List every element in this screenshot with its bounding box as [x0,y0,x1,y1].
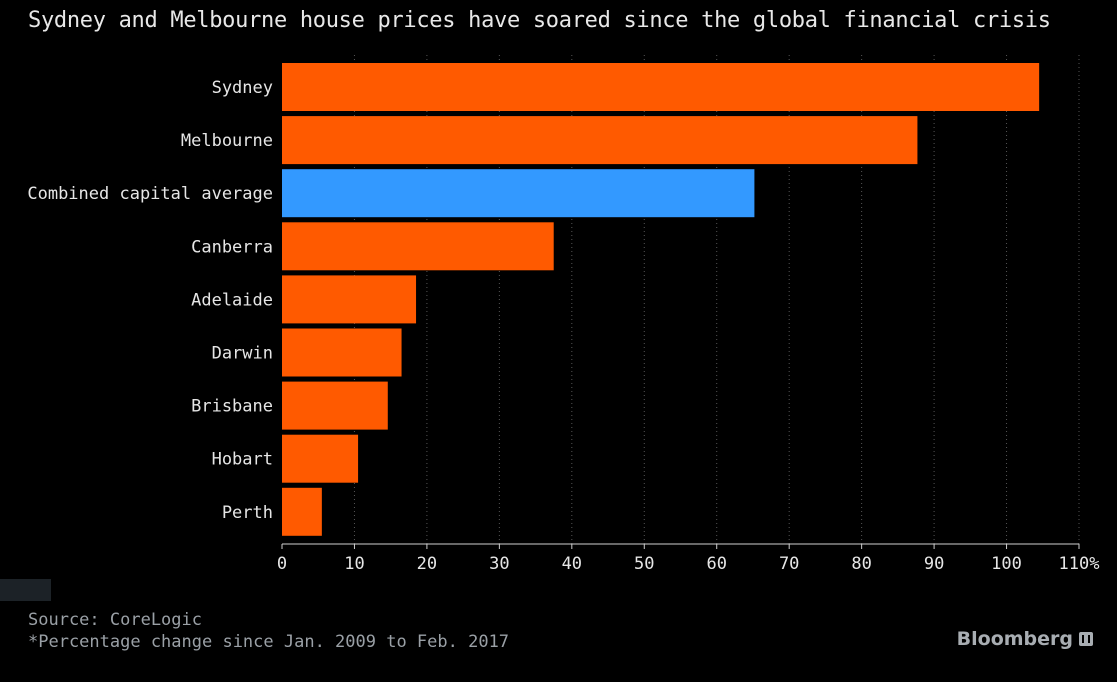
chart-subtitle: Sydney and Melbourne house prices have s… [28,8,1051,33]
bar-melbourne [282,116,918,165]
x-tick-label: 40 [562,554,582,574]
x-tick-label: 30 [489,554,509,574]
footnote-text: *Percentage change since Jan. 2009 to Fe… [28,632,510,652]
category-label: Brisbane [191,397,273,417]
footer-swatch [0,579,51,601]
category-label: Combined capital average [27,184,273,204]
source-text: Source: CoreLogic [28,610,202,630]
bar-canberra [282,222,554,271]
category-label: Adelaide [191,290,273,310]
x-tick-label: 100 [991,554,1022,574]
x-tick-label: 110% [1059,554,1100,574]
x-tick-label: 50 [634,554,654,574]
bar-chart: Sydney Melbourne Combined capital average C… [27,55,1100,574]
category-label: Melbourne [181,131,273,151]
x-axis: 0 10 20 30 40 50 60 70 80 90 100 110% [277,543,1100,574]
bloomberg-logo: Bloomberg [957,628,1093,650]
category-label: Sydney [212,78,273,98]
bar-combined-capital-average [282,169,755,218]
bars [282,63,1040,536]
bar-brisbane [282,381,388,430]
x-tick-label: 0 [277,554,287,574]
x-tick-label: 20 [417,554,437,574]
category-label: Hobart [212,450,273,470]
bloomberg-mark-icon [1079,632,1093,646]
x-tick-label: 70 [779,554,799,574]
bar-darwin [282,328,402,377]
category-label: Perth [222,503,273,523]
x-tick-label: 80 [851,554,871,574]
category-label: Canberra [191,237,273,257]
bar-adelaide [282,275,417,324]
x-tick-label: 90 [924,554,944,574]
bar-sydney [282,63,1040,111]
brand-name: Bloomberg [956,628,1073,650]
bar-hobart [282,434,359,483]
bar-perth [282,487,322,536]
x-tick-label: 10 [344,554,364,574]
category-labels: Sydney Melbourne Combined capital average C… [27,78,273,523]
x-tick-label: 60 [706,554,726,574]
category-label: Darwin [212,344,273,364]
